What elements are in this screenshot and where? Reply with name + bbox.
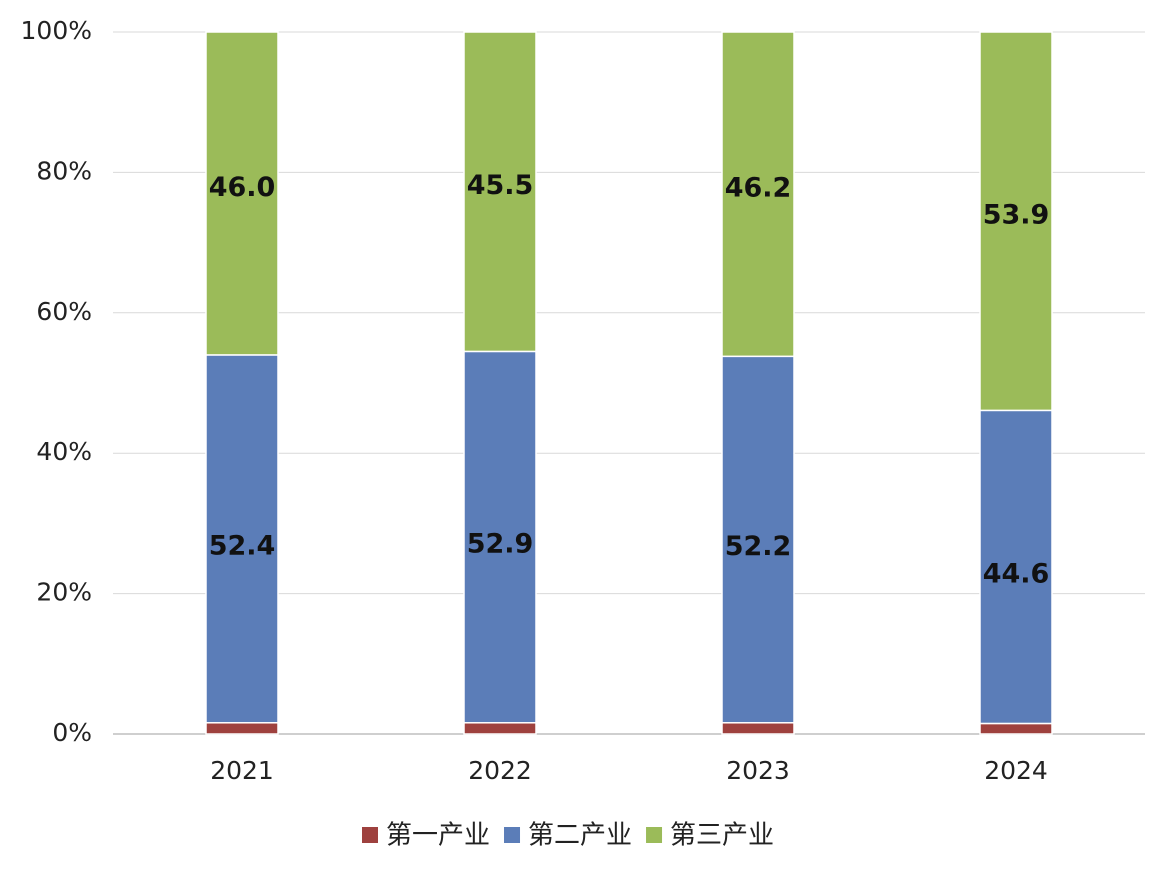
legend-label: 第二产业 (528, 821, 632, 851)
legend-swatch (646, 827, 663, 843)
y-tick-label: 100% (21, 16, 92, 45)
value-label: 52.2 (725, 531, 792, 562)
bar-segment (463, 31, 537, 353)
y-tick-label: 20% (36, 578, 92, 607)
legend-label: 第一产业 (386, 821, 490, 851)
value-label: 52.9 (467, 529, 534, 560)
bar-segment (721, 722, 795, 735)
value-label: 46.0 (209, 172, 276, 203)
bar-segment (979, 409, 1053, 725)
bar-segment (205, 354, 279, 724)
bar-segment (205, 31, 279, 356)
legend-swatch (362, 827, 378, 843)
bar-segment (463, 722, 537, 735)
bar-segment (721, 31, 795, 358)
x-tick-label: 2023 (726, 756, 790, 785)
value-label: 46.2 (725, 173, 792, 204)
x-tick-label: 2024 (984, 756, 1048, 785)
value-label: 44.6 (983, 558, 1050, 589)
y-tick-label: 0% (52, 718, 92, 747)
y-tick-label: 60% (36, 297, 92, 326)
x-tick-label: 2022 (468, 756, 532, 785)
bar-segment (979, 31, 1053, 412)
bar-segment (721, 355, 795, 724)
value-label: 53.9 (983, 200, 1050, 231)
y-tick-label: 40% (36, 437, 92, 466)
value-label: 52.4 (209, 530, 276, 561)
legend: 第一产业 第二产业 第三产业 (362, 821, 774, 851)
legend-label: 第三产业 (670, 821, 774, 851)
y-tick-label: 80% (36, 156, 92, 185)
value-label: 45.5 (467, 170, 534, 201)
x-tick-label: 2021 (210, 756, 274, 785)
bar-segment (205, 722, 279, 735)
legend-swatch (504, 827, 521, 843)
bar-segment (979, 722, 1053, 735)
